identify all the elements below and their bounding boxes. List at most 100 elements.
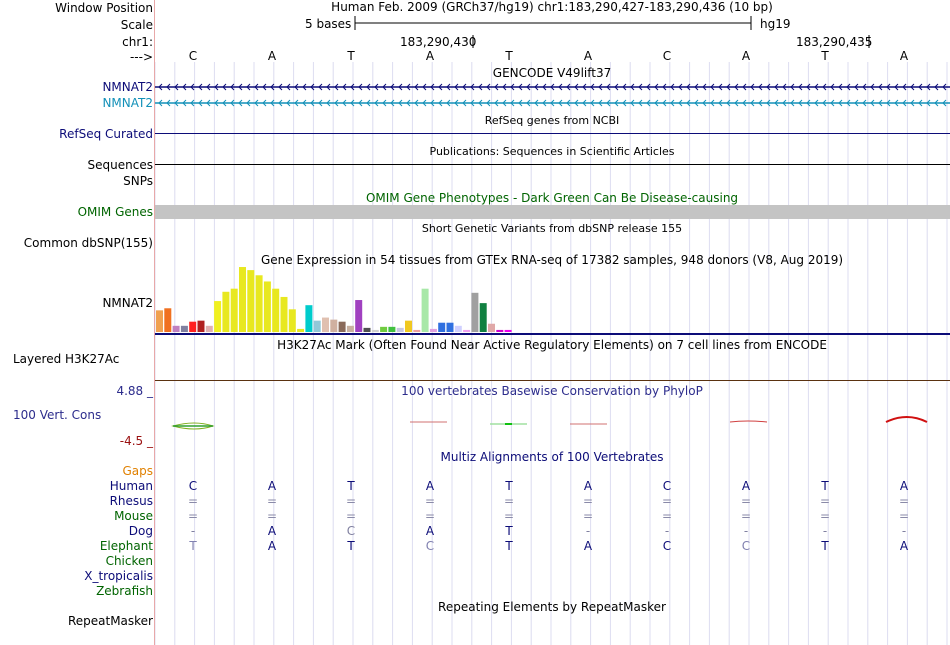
strand-chevron [254,83,259,91]
alignment-base-rhesus: = [661,494,673,508]
strand-chevron [510,83,515,91]
alignment-base-dog: - [743,524,749,538]
strand-chevron [638,99,643,107]
strand-chevron [806,83,811,91]
gtex-expression-chart[interactable] [155,266,950,334]
strand-chevron [214,99,219,107]
gencode-nmnat2-label-2[interactable]: NMNAT2 [102,96,153,110]
strand-chevron [790,99,795,107]
gtex-tissue-bar [255,275,263,332]
strand-chevron [502,99,507,107]
strand-chevron [790,83,795,91]
alignment-base-human: A [899,479,909,493]
publications-line[interactable] [155,164,950,165]
strand-chevron [870,83,875,91]
repeatmasker-label[interactable]: RepeatMasker [67,614,153,628]
refseq-curated-label[interactable]: RefSeq Curated [59,127,153,141]
omim-genes-label[interactable]: OMIM Genes [77,205,153,219]
conservation-track-label[interactable]: 100 Vert. Cons [13,408,102,422]
snps-label[interactable]: SNPs [123,174,153,188]
reference-base: C [188,49,198,63]
strand-chevron [702,99,707,107]
alignment-base-elephant: A [583,539,593,553]
scale-bases-text: 5 bases [305,17,352,31]
strand-chevron [830,83,835,91]
species-mouse-label: Mouse [114,509,153,523]
alignment-base-elephant: T [505,539,513,553]
gtex-tissue-bar [222,291,230,332]
refseq-gene-line[interactable] [155,133,950,134]
strand-chevron [686,83,691,91]
strand-chevron [198,83,203,91]
strand-chevron [550,99,555,107]
strand-chevron [710,83,715,91]
strand-chevron [718,83,723,91]
genome-browser-track-area[interactable]: Human Feb. 2009 (GRCh37/hg19) chr1:183,2… [155,0,950,645]
strand-chevron [774,83,779,91]
strand-chevron [462,99,467,107]
gtex-tissue-bar [346,325,354,332]
strand-chevron [430,99,435,107]
alignment-base-elephant: C [425,539,435,553]
alignment-base-elephant: T [347,539,355,553]
gencode-gene-models[interactable] [155,80,950,110]
strand-chevron [454,83,459,91]
reference-base: A [267,49,277,63]
gtex-tissue-bar [454,325,462,332]
strand-chevron [766,83,771,91]
strand-chevron [174,99,179,107]
alignment-base-human: A [425,479,435,493]
scale-db-text: hg19 [760,17,791,31]
gtex-tissue-bar [313,320,321,332]
strand-chevron [302,99,307,107]
gtex-tissue-bar [363,327,371,332]
alignment-base-mouse: = [819,509,831,523]
strand-chevron [710,99,715,107]
alignment-base-mouse: = [187,509,199,523]
conservation-min-label: -4.5 _ [119,434,153,448]
gtex-tissue-bar [247,270,255,332]
strand-chevron [158,83,163,91]
strand-chevron [294,83,299,91]
phylop-signal[interactable] [155,410,950,440]
strand-chevron [206,99,211,107]
strand-chevron [638,83,643,91]
alignment-base-elephant: C [741,539,751,553]
strand-chevron [390,83,395,91]
alignment-base-rhesus: = [582,494,594,508]
strand-chevron [214,83,219,91]
strand-chevron [646,99,651,107]
strand-chevron [934,83,939,91]
h3k27ac-label[interactable]: Layered H3K27Ac [13,352,120,366]
strand-chevron [518,83,523,91]
species-elephant-label: Elephant [99,539,153,553]
alignment-base-dog: - [822,524,828,538]
strand-chevron [526,83,531,91]
strand-chevron [526,99,531,107]
gtex-tissue-bar [479,303,487,332]
strand-chevron [486,99,491,107]
omim-gene-bar[interactable] [155,205,950,219]
strand-chevron [694,83,699,91]
alignment-base-mouse: = [266,509,278,523]
gtex-tissue-bar [330,319,338,332]
gtex-gene-label[interactable]: NMNAT2 [102,296,153,310]
strand-chevron [726,99,731,107]
strand-chevron [558,99,563,107]
strand-chevron [782,99,787,107]
strand-chevron [414,83,419,91]
strand-chevron [918,83,923,91]
strand-chevron [262,83,267,91]
alignment-base-dog: T [505,524,513,538]
alignment-base-dog: C [346,524,356,538]
gtex-tissue-bar [471,292,479,332]
strand-chevron [646,83,651,91]
strand-chevron [886,99,891,107]
gencode-nmnat2-label[interactable]: NMNAT2 [102,80,153,94]
strand-chevron [942,83,947,91]
strand-chevron [446,99,451,107]
strand-chevron [718,99,723,107]
sequences-label[interactable]: Sequences [87,158,153,172]
gtex-tissue-bar [413,329,421,332]
common-dbsnp-label[interactable]: Common dbSNP(155) [23,236,153,250]
